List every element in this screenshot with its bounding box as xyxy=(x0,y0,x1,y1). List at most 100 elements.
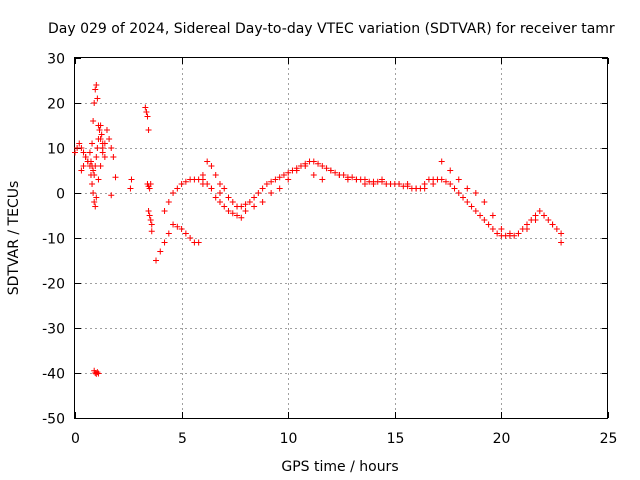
x-tick-label: 5 xyxy=(178,431,187,447)
data-point xyxy=(93,82,100,88)
data-point xyxy=(464,185,471,192)
data-point xyxy=(78,145,85,151)
data-point xyxy=(251,194,258,201)
data-point xyxy=(438,176,445,183)
data-point xyxy=(148,221,155,228)
data-point xyxy=(147,217,154,223)
y-tick-label: 30 xyxy=(47,52,65,68)
data-point xyxy=(90,167,97,174)
data-point xyxy=(310,172,317,178)
data-point xyxy=(80,163,87,169)
data-point xyxy=(447,181,454,187)
data-point xyxy=(86,149,93,156)
data-point xyxy=(545,217,552,223)
data-point xyxy=(460,194,467,201)
data-point xyxy=(259,185,266,192)
y-tick-label: -30 xyxy=(42,322,65,338)
data-point xyxy=(225,208,232,214)
data-point xyxy=(477,212,484,219)
data-point xyxy=(153,257,160,264)
data-point xyxy=(285,176,292,183)
data-point xyxy=(216,199,223,205)
data-point xyxy=(413,185,420,192)
data-point xyxy=(76,140,83,147)
data-point xyxy=(147,181,154,187)
data-point xyxy=(91,100,98,106)
x-tick-label: 10 xyxy=(280,431,298,447)
data-point xyxy=(90,190,97,196)
data-point xyxy=(485,221,492,228)
data-point xyxy=(97,163,104,169)
data-point xyxy=(558,239,565,246)
data-point xyxy=(221,185,228,192)
y-tick-label: -10 xyxy=(42,232,65,248)
data-point xyxy=(541,212,548,219)
data-point xyxy=(276,185,283,192)
data-point xyxy=(263,181,270,187)
data-point xyxy=(421,185,428,192)
x-tick-label: 0 xyxy=(71,431,80,447)
data-point xyxy=(161,208,168,214)
data-point xyxy=(95,136,102,142)
axis-ticks: 0 5 10 15 20 25 -50 -40 -30 -20 -10 0 10 20 30 xyxy=(42,52,617,448)
data-point xyxy=(242,208,249,214)
data-point xyxy=(234,212,241,219)
data-point xyxy=(430,181,437,187)
data-point xyxy=(268,190,275,196)
data-point xyxy=(285,169,292,176)
data-point xyxy=(438,158,445,165)
data-point xyxy=(199,181,206,187)
data-point xyxy=(272,176,279,183)
chart-title: Day 029 of 2024, Sidereal Day-to-day VTE… xyxy=(48,21,615,37)
data-point xyxy=(82,154,89,160)
data-point xyxy=(174,185,181,192)
data-point xyxy=(302,163,309,169)
data-point xyxy=(212,172,219,178)
data-point xyxy=(481,199,488,205)
data-point xyxy=(103,127,110,133)
data-point xyxy=(251,203,258,210)
y-tick-label: 20 xyxy=(47,97,65,113)
data-point xyxy=(146,185,153,192)
data-point xyxy=(225,194,232,201)
data-point xyxy=(110,154,117,160)
data-point xyxy=(523,226,530,232)
data-point xyxy=(208,163,215,169)
data-point xyxy=(379,176,386,183)
data-point xyxy=(319,176,326,183)
data-point xyxy=(72,149,78,156)
data-point xyxy=(174,223,181,230)
data-point xyxy=(89,140,96,147)
data-point xyxy=(108,145,115,151)
grid xyxy=(75,58,608,418)
data-point xyxy=(349,174,356,181)
data-point xyxy=(94,145,101,151)
y-tick-label: 0 xyxy=(56,187,65,203)
data-point xyxy=(455,176,462,183)
data-point xyxy=(94,95,101,102)
data-point xyxy=(472,208,479,214)
y-tick-label: -20 xyxy=(42,277,65,293)
data-point xyxy=(93,154,100,160)
data-point xyxy=(178,181,185,187)
data-point xyxy=(532,217,539,223)
data-point xyxy=(144,113,151,120)
data-point xyxy=(199,172,206,178)
data-point xyxy=(246,199,253,205)
data-point xyxy=(442,178,449,185)
data-point xyxy=(336,172,343,178)
data-point xyxy=(98,131,105,138)
data-point xyxy=(91,172,98,178)
data-point xyxy=(128,176,135,183)
data-point xyxy=(229,199,236,205)
data-point xyxy=(506,230,513,237)
data-point xyxy=(280,172,287,178)
data-point xyxy=(221,203,228,210)
data-point xyxy=(95,370,102,377)
data-point xyxy=(498,226,505,232)
data-point xyxy=(242,201,249,208)
data-point xyxy=(80,149,87,156)
data-point xyxy=(212,194,219,201)
data-point xyxy=(195,176,202,183)
